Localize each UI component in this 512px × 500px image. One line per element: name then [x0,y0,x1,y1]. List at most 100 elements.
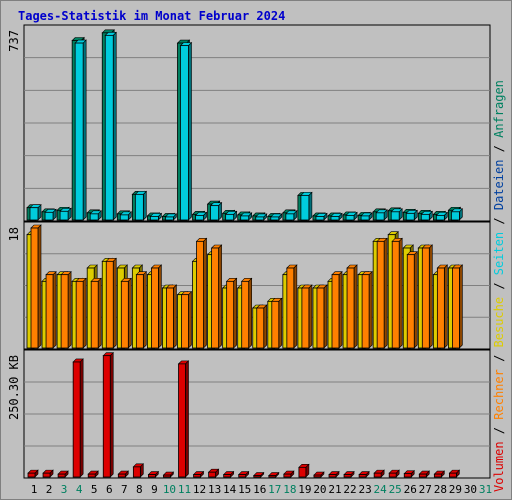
x-tick-11: 11 [178,483,191,496]
bar-dateien-day-19 [300,194,310,221]
bar-volumen-day-20 [313,474,322,478]
bar-dateien-day-6-side [112,31,117,221]
bar-rechner-day-14 [226,280,235,349]
bar-rechner-day-3 [60,274,69,349]
bar-volumen-day-12 [193,474,201,478]
bar-volumen-day-10 [163,474,171,478]
bar-dateien-day-21 [330,216,340,221]
bar-dateien-day-4 [74,42,84,221]
bar-volumen-day-2 [42,472,51,478]
bar-dateien-day-19-side [308,191,313,221]
bar-dateien-day-10 [165,216,174,221]
bar-rechner-day-5 [90,280,99,349]
bar-dateien-day-11-side [188,41,192,221]
bar-dateien-day-27 [420,213,430,221]
chart-title: Tages-Statistik im Monat Februar 2024 [18,9,285,23]
bar-rechner-day-12 [196,240,204,349]
bar-volumen-day-11 [178,363,186,478]
x-tick-13: 13 [208,483,221,496]
bar-rechner-day-19 [301,287,310,349]
x-tick-1: 1 [31,483,38,496]
x-tick-15: 15 [238,483,251,496]
bar-rechner-day-28-side [444,264,448,349]
legend-separator: / [492,347,506,369]
x-tick-19: 19 [298,483,311,496]
bar-rechner-day-15-side [248,277,252,349]
bar-volumen-day-26 [403,473,412,478]
x-tick-20: 20 [313,483,326,496]
x-tick-10: 10 [163,483,176,496]
bar-rechner-day-1 [30,227,39,349]
bar-rechner-day-17-side [278,297,283,349]
bar-rechner-day-18-side [293,264,298,349]
bar-dateien-day-23 [360,215,370,221]
bar-rechner-day-20-side [323,284,328,349]
bar-rechner-day-1-side [37,224,42,349]
bar-volumen-day-22 [343,474,352,478]
legend-separator: / [492,138,506,160]
bar-dateien-day-3 [59,210,69,221]
bar-volumen-day-14 [223,474,232,478]
bar-rechner-day-10 [166,287,174,349]
bar-volumen-day-28 [433,473,442,478]
bar-volumen-day-21 [328,474,337,478]
bar-rechner-day-17 [271,300,280,349]
bar-dateien-day-13 [210,205,220,221]
bar-rechner-day-23-side [368,270,373,349]
bar-dateien-day-2 [44,211,54,221]
bar-rechner-day-29 [451,267,460,349]
bar-volumen-day-8 [132,466,141,478]
x-tick-5: 5 [91,483,98,496]
x-tick-29: 29 [449,483,462,496]
bar-rechner-day-10-side [173,284,177,349]
bar-rechner-day-12-side [203,237,207,349]
x-tick-28: 28 [434,483,447,496]
bar-dateien-day-9 [149,216,159,221]
bar-dateien-day-4-side [82,39,87,221]
x-tick-6: 6 [106,483,113,496]
bar-rechner-day-11-side [188,290,192,349]
bar-volumen-day-7 [117,473,126,478]
bar-dateien-day-14 [225,213,235,221]
legend-separator: / [492,275,506,297]
bar-volumen-day-11-side [185,360,189,478]
bar-dateien-day-16 [255,216,265,221]
x-tick-26: 26 [404,483,417,496]
bar-dateien-day-11 [180,45,189,221]
bottom-panel-ymax-label: 250.30 KB [7,355,21,420]
bar-dateien-day-8-side [143,190,147,221]
bar-volumen-day-9 [147,474,156,478]
x-tick-17: 17 [268,483,281,496]
x-tick-22: 22 [343,483,356,496]
bar-rechner-day-4-side [82,277,87,349]
bar-rechner-day-20 [316,287,325,349]
bar-rechner-day-19-side [308,284,313,349]
bar-rechner-day-9 [150,267,159,349]
bar-rechner-day-7 [120,280,129,349]
bar-dateien-day-26 [405,212,415,221]
panels: 737 18 250.30 KB [7,24,491,479]
bar-rechner-day-18 [286,267,295,349]
x-tick-27: 27 [419,483,432,496]
bar-rechner-day-16-side [263,304,268,349]
bar-rechner-day-29-side [459,264,463,349]
bar-rechner-day-27 [421,247,430,349]
bar-dateien-day-25 [390,211,400,221]
bar-rechner-day-6-side [112,257,117,349]
bar-volumen-day-5 [87,473,96,478]
x-tick-4: 4 [76,483,83,496]
bar-dateien-day-18 [285,213,295,221]
bar-rechner-day-8 [135,274,144,349]
x-tick-14: 14 [223,483,237,496]
legend-separator: / [492,420,506,442]
bar-dateien-day-28 [435,214,445,221]
bar-dateien-day-5 [89,213,99,221]
middle-panel-ymax-label: 18 [7,227,21,241]
bar-rechner-day-21-side [338,270,343,349]
legend-dateien: Dateien [492,160,506,211]
bar-rechner-day-8-side [143,270,147,349]
x-tick-31: 31 [479,483,492,496]
bar-volumen-day-17 [268,475,277,478]
bar-rechner-day-2 [45,274,54,349]
